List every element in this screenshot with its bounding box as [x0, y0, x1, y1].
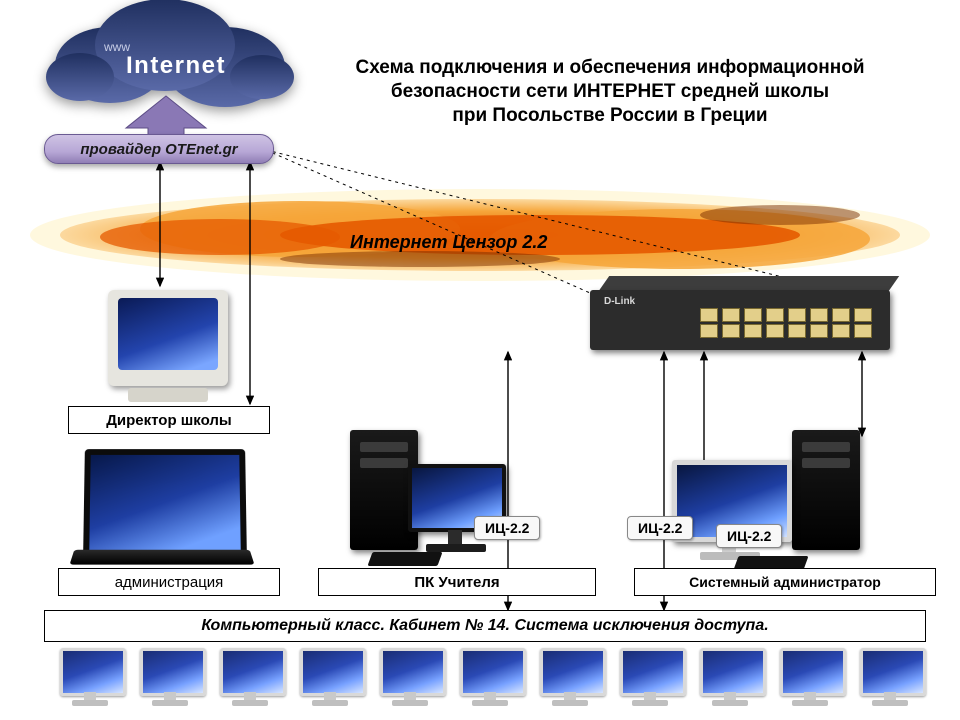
classroom-monitor-10 [854, 648, 926, 708]
classroom-monitor-7 [614, 648, 686, 708]
switch-brand: D-Link [604, 296, 635, 307]
admin-laptop [83, 449, 247, 556]
director-label: Директор школы [68, 406, 270, 434]
filter-badge-0: ИЦ-2.2 [474, 516, 540, 540]
svg-text:www: www [103, 40, 130, 54]
filter-badge-1: ИЦ-2.2 [627, 516, 693, 540]
teacher-pc-label: ПК Учителя [318, 568, 596, 596]
diagram-title: Схема подключения и обеспечения информац… [290, 56, 930, 127]
internet-cloud: Internetwww [46, 0, 294, 107]
svg-text:Internet: Internet [126, 52, 226, 79]
firewall-label: Интернет Цензор 2.2 [350, 232, 547, 253]
diagram-stage: InternetwwwСхема подключения и обеспечен… [0, 0, 960, 720]
classroom-label: Компьютерный класс. Кабинет № 14. Систем… [44, 610, 926, 642]
administration-label: администрация [58, 568, 280, 596]
director-monitor [108, 290, 228, 386]
sysadmin-label: Системный администратор [634, 568, 936, 596]
network-switch: D-Link [590, 290, 890, 350]
classroom-monitor-8 [694, 648, 766, 708]
provider-label: провайдер OTEnet.gr [44, 134, 274, 164]
classroom-monitor-1 [134, 648, 206, 708]
classroom-monitor-3 [294, 648, 366, 708]
sysadmin-tower [792, 430, 860, 550]
classroom-monitor-0 [54, 648, 126, 708]
classroom-monitor-5 [454, 648, 526, 708]
classroom-monitor-9 [774, 648, 846, 708]
classroom-monitor-2 [214, 648, 286, 708]
classroom-monitor-4 [374, 648, 446, 708]
filter-badge-2: ИЦ-2.2 [716, 524, 782, 548]
classroom-monitor-6 [534, 648, 606, 708]
